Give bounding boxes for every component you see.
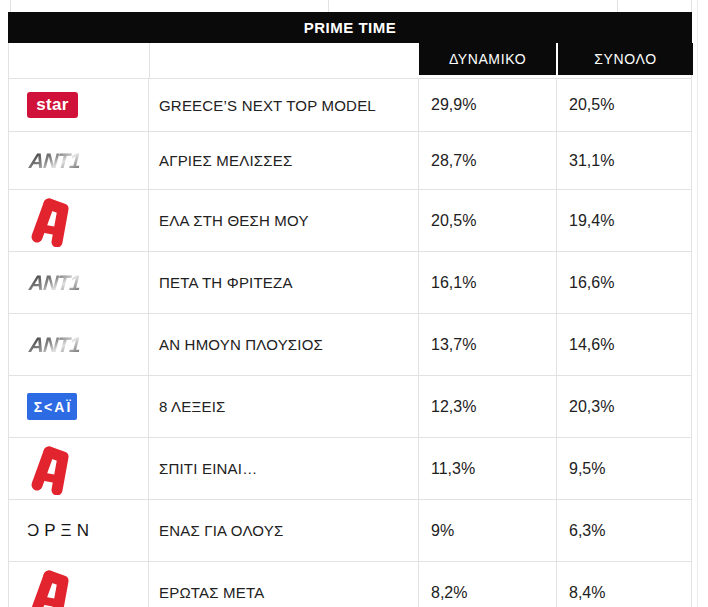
total-rating: 14,6% bbox=[556, 314, 692, 375]
dynamic-rating: 28,7% bbox=[418, 132, 556, 189]
total-rating: 20,3% bbox=[556, 376, 692, 437]
program-title: GREECE’S NEXT TOP MODEL bbox=[148, 79, 418, 131]
channel-logo-cell: ANT1 bbox=[8, 132, 148, 189]
table-row: ΕΛΑ ΣΤΗ ΘΕΣΗ ΜΟΥ 20,5% 19,4% bbox=[8, 190, 692, 252]
dynamic-rating: 8,2% bbox=[418, 562, 556, 607]
table-row: Σ<ΑΪ 8 ΛΕΞΕΙΣ 12,3% 20,3% bbox=[8, 376, 692, 438]
table-row: ANT1 ΑΝ ΗΜΟΥΝ ΠΛΟΥΣΙΟΣ 13,7% 14,6% bbox=[8, 314, 692, 376]
grid-line bbox=[691, 0, 692, 12]
cut-off-row-above bbox=[0, 0, 708, 12]
open-channel-logo: ƆPΞN bbox=[27, 521, 94, 541]
table-row: ΣΠΙΤΙ ΕΙΝΑΙ… 11,3% 9,5% bbox=[8, 438, 692, 500]
banner-title: PRIME TIME bbox=[304, 19, 397, 36]
program-title: ΕΝΑΣ ΓΙΑ ΟΛΟΥΣ bbox=[148, 500, 418, 561]
ant1-channel-logo: ANT1 bbox=[26, 149, 81, 173]
ant1-channel-logo: ANT1 bbox=[26, 271, 81, 295]
program-title: ΑΓΡΙΕΣ ΜΕΛΙΣΣΕΣ bbox=[148, 132, 418, 189]
total-rating: 9,5% bbox=[556, 438, 692, 499]
total-rating: 19,4% bbox=[556, 190, 692, 251]
table-row: ΕΡΩΤΑΣ ΜΕΤΑ 8,2% 8,4% bbox=[8, 562, 692, 607]
program-title: ΑΝ ΗΜΟΥΝ ΠΛΟΥΣΙΟΣ bbox=[148, 314, 418, 375]
table-body: star GREECE’S NEXT TOP MODEL 29,9% 20,5%… bbox=[8, 79, 692, 607]
column-header-row: ΔΥΝΑΜΙΚΟ ΣΥΝΟΛΟ bbox=[8, 43, 692, 79]
table-row: ANT1 ΠΕΤΑ ΤΗ ΦΡΙΤΕΖΑ 16,1% 16,6% bbox=[8, 252, 692, 314]
ant1-channel-logo: ANT1 bbox=[26, 333, 81, 357]
grid-line bbox=[149, 43, 150, 78]
program-title: ΣΠΙΤΙ ΕΙΝΑΙ… bbox=[148, 438, 418, 499]
program-title: ΕΡΩΤΑΣ ΜΕΤΑ bbox=[148, 562, 418, 607]
table-row: ƆPΞN ΕΝΑΣ ΓΙΑ ΟΛΟΥΣ 9% 6,3% bbox=[8, 500, 692, 562]
total-rating: 31,1% bbox=[556, 132, 692, 189]
column-header-total: ΣΥΝΟΛΟ bbox=[558, 43, 693, 75]
dynamic-rating: 11,3% bbox=[418, 438, 556, 499]
program-title: ΠΕΤΑ ΤΗ ΦΡΙΤΕΖΑ bbox=[148, 252, 418, 313]
channel-logo-cell: Σ<ΑΪ bbox=[8, 376, 148, 437]
total-rating: 20,5% bbox=[556, 79, 692, 131]
dynamic-rating: 16,1% bbox=[418, 252, 556, 313]
total-rating: 8,4% bbox=[556, 562, 692, 607]
alpha-channel-logo bbox=[27, 195, 73, 247]
program-title: ΕΛΑ ΣΤΗ ΘΕΣΗ ΜΟΥ bbox=[148, 190, 418, 251]
channel-logo-cell: ANT1 bbox=[8, 314, 148, 375]
right-gutter-line bbox=[697, 0, 698, 607]
dynamic-rating: 20,5% bbox=[418, 190, 556, 251]
channel-logo-cell: star bbox=[8, 79, 148, 131]
dynamic-rating: 9% bbox=[418, 500, 556, 561]
prime-time-banner: PRIME TIME bbox=[8, 12, 692, 43]
table-row: star GREECE’S NEXT TOP MODEL 29,9% 20,5% bbox=[8, 79, 692, 132]
skai-channel-logo: Σ<ΑΪ bbox=[27, 393, 77, 420]
total-rating: 6,3% bbox=[556, 500, 692, 561]
grid-line bbox=[617, 0, 618, 12]
channel-logo-cell: ƆPΞN bbox=[8, 500, 148, 561]
tv-ratings-table-page: PRIME TIME ΔΥΝΑΜΙΚΟ ΣΥΝΟΛΟ star GREECE’S… bbox=[0, 0, 708, 607]
channel-logo-cell: ANT1 bbox=[8, 252, 148, 313]
program-title: 8 ΛΕΞΕΙΣ bbox=[148, 376, 418, 437]
channel-logo-cell bbox=[8, 562, 148, 607]
star-channel-logo: star bbox=[27, 92, 78, 118]
alpha-channel-logo bbox=[27, 567, 73, 607]
table-row: ANT1 ΑΓΡΙΕΣ ΜΕΛΙΣΣΕΣ 28,7% 31,1% bbox=[8, 132, 692, 190]
grid-line bbox=[328, 0, 329, 12]
dynamic-rating: 12,3% bbox=[418, 376, 556, 437]
dynamic-rating: 29,9% bbox=[418, 79, 556, 131]
channel-logo-cell bbox=[8, 190, 148, 251]
dynamic-rating: 13,7% bbox=[418, 314, 556, 375]
total-rating: 16,6% bbox=[556, 252, 692, 313]
channel-logo-cell bbox=[8, 438, 148, 499]
column-header-dynamic: ΔΥΝΑΜΙΚΟ bbox=[419, 43, 556, 75]
grid-line bbox=[10, 0, 11, 12]
alpha-channel-logo bbox=[27, 443, 73, 495]
